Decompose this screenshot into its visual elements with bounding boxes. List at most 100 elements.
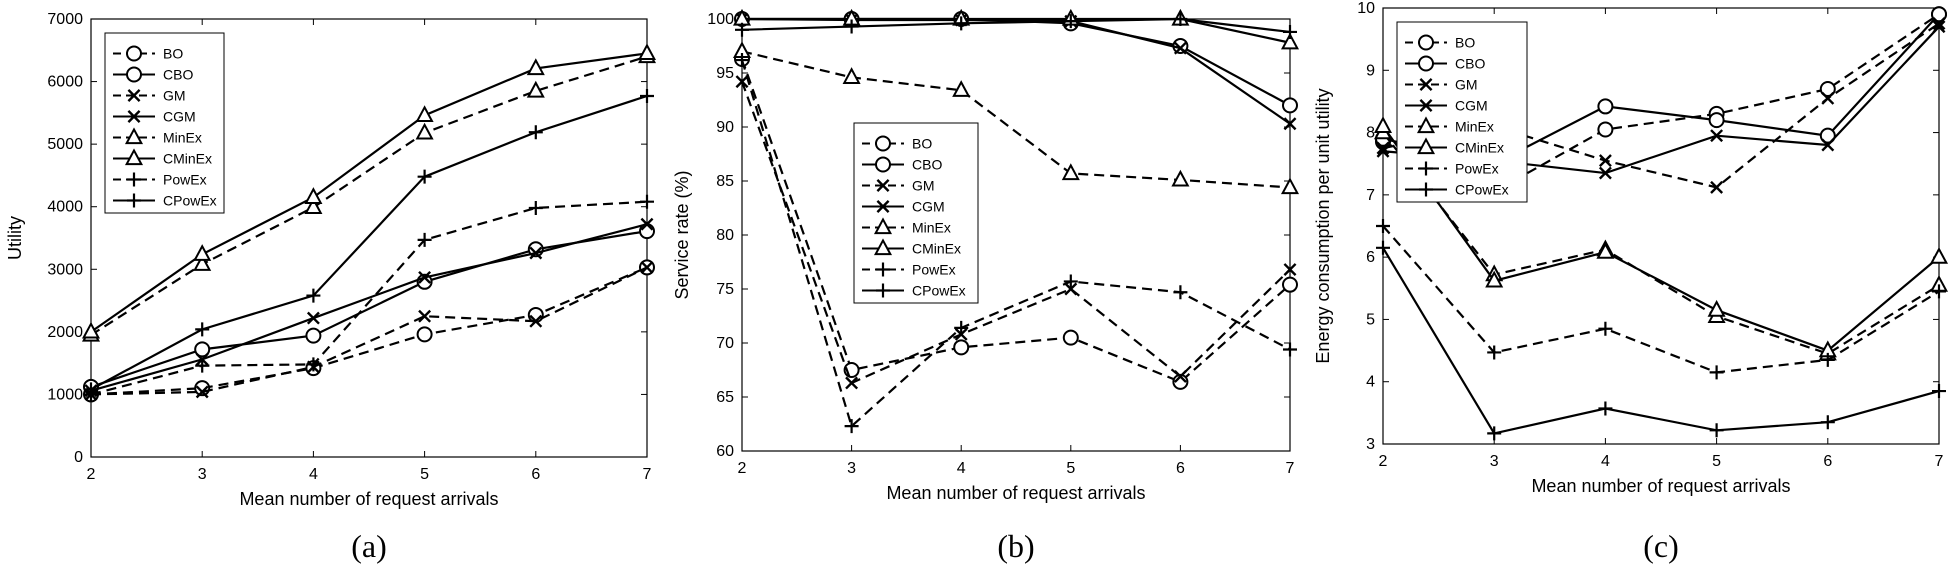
- chart-2-legend-swatch-marker: [873, 217, 893, 235]
- chart-1-series-CBO-line: [90, 230, 648, 388]
- chart-2-y-tick-label: 95: [716, 65, 734, 82]
- chart-3-series-CPowEx: [1376, 240, 1946, 441]
- chart-1-legend-swatch-marker: [127, 110, 141, 123]
- chart-3-y-tick-label: 3: [1366, 436, 1375, 453]
- chart-3-series-CMinEx-point: [1929, 246, 1949, 264]
- chart-2-series-BO-point: [953, 339, 970, 356]
- chart-2-series-CPowEx-point: [1283, 24, 1297, 39]
- chart-2-series-GM: [735, 75, 1297, 390]
- chart-1-x-axis-title: Mean number of request arrivals: [239, 489, 498, 509]
- chart-3-series-CGM-point: [1376, 144, 1390, 158]
- chart-2-series-MinEx: [732, 41, 1300, 195]
- chart-2-legend-swatch-marker: [876, 283, 890, 298]
- chart-3-panel-label: (c): [1643, 528, 1679, 564]
- chart-1-series-CMinEx-point: [193, 244, 212, 261]
- chart-3-legend-entry: CPowEx: [1455, 182, 1509, 198]
- chart-1-series-CMinEx-point: [637, 43, 657, 61]
- chart-3-series-GM-point: [1598, 154, 1612, 168]
- chart-2-legend-entry: CMinEx: [912, 241, 961, 257]
- chart-2-legend-entry: CBO: [912, 157, 942, 173]
- chart-2-plot-frame: [741, 18, 1291, 452]
- chart-2-legend-entry: BO: [912, 136, 932, 152]
- chart-2-y-tick-label: 80: [716, 227, 734, 244]
- chart-1-legend-swatch-marker: [127, 172, 141, 187]
- chart-2-series-PowEx-point: [735, 53, 749, 68]
- chart-3-series-CMinEx-point: [1373, 116, 1393, 133]
- chart-2-series-BO: [734, 50, 1298, 390]
- chart-3-series-GM-point: [1932, 17, 1946, 31]
- chart-2-series-MinEx-line: [741, 50, 1291, 189]
- chart-3-legend-entry: GM: [1455, 77, 1478, 93]
- chart-1-series-PowEx-point: [528, 200, 543, 215]
- chart-2-series-CPowEx-point: [1173, 12, 1188, 26]
- chart-1-series-CPowEx-point: [417, 169, 432, 184]
- chart-2-series-MinEx-point: [1171, 169, 1190, 187]
- chart-3-series-CBO-point: [1819, 127, 1836, 144]
- chart-3-legend-swatch-marker: [1418, 34, 1434, 51]
- chart-3-series-CBO-point: [1708, 112, 1725, 129]
- chart-2-x-tick-label: 5: [1066, 460, 1075, 477]
- chart-1-series-GM-point: [195, 385, 209, 399]
- chart-2-series-PowEx-point: [1283, 342, 1297, 357]
- chart-3-series-CPowEx-line: [1382, 247, 1940, 435]
- chart-2-series-PowEx-point: [1173, 285, 1188, 300]
- chart-3-x-axis-title: Mean number of request arrivals: [1531, 476, 1790, 496]
- chart-2-series-MinEx-point: [952, 80, 971, 97]
- chart-2-y-tick-label: 100: [707, 11, 734, 28]
- chart-2-series-CPowEx-point: [844, 19, 859, 34]
- chart-3-series-CPowEx-point: [1487, 426, 1502, 441]
- chart-2-x-tick-label: 6: [1176, 460, 1185, 477]
- chart-3-legend-swatch-marker: [1419, 182, 1433, 197]
- chart-2-legend-entry: PowEx: [912, 262, 956, 278]
- chart-3-series-CMinEx-point: [1485, 270, 1504, 288]
- chart-2-legend-entry: CPowEx: [912, 283, 966, 299]
- chart-3-series-PowEx-point: [1932, 284, 1946, 299]
- chart-1-legend-entry: MinEx: [163, 130, 202, 146]
- chart-3-y-tick-label: 10: [1357, 0, 1375, 17]
- chart-1-series-CPowEx-point: [84, 382, 98, 397]
- chart-1-y-axis-title: Utility: [5, 216, 25, 260]
- chart-1-series-CGM-point: [640, 217, 654, 231]
- chart-2-series-CBO-point: [1282, 97, 1298, 114]
- chart-3-legend-entry: BO: [1455, 35, 1475, 51]
- chart-3-series-PowEx-point: [1376, 219, 1390, 233]
- chart-2-legend-entry: MinEx: [912, 220, 951, 236]
- chart-3-series-CPowEx-point: [1820, 415, 1835, 430]
- chart-1-legend-box: [104, 32, 225, 214]
- chart-1-series-CMinEx-point: [415, 105, 434, 122]
- chart-2-series-GM-point: [1064, 282, 1078, 296]
- chart-2-series-GM-point: [845, 376, 859, 390]
- chart-1-series-CBO-point: [305, 327, 322, 344]
- chart-1-series-CPowEx-point: [195, 322, 210, 337]
- chart-1-series-BO-point: [416, 326, 433, 343]
- chart-3-x-tick-label: 7: [1935, 453, 1944, 470]
- chart-1-series-CPowEx-point: [528, 125, 543, 140]
- chart-1-legend-entry: CBO: [163, 67, 193, 83]
- chart-1-series-CMinEx: [81, 43, 657, 339]
- chart-2-legend-swatch-marker: [873, 238, 893, 256]
- chart-2-legend-swatch-marker: [875, 135, 891, 152]
- chart-3-legend-swatch-marker: [1419, 99, 1433, 112]
- chart-3-series-CMinEx-point: [1596, 241, 1615, 259]
- chart-1-series-PowEx-line: [90, 200, 648, 396]
- chart-1: 2 3 4 5 6 7 0 1000 2000 3000 4000 5000 6000 7000 Mean …: [5, 11, 657, 564]
- chart-2-series-BO-point: [1062, 329, 1079, 346]
- chart-2-series-CPowEx-point: [954, 16, 969, 31]
- chart-2-series-GM-point: [735, 75, 749, 89]
- chart-1-series-CPowEx: [84, 88, 654, 397]
- chart-2-series-PowEx: [735, 53, 1297, 434]
- chart-3-series-PowEx: [1376, 219, 1946, 380]
- chart-1-series-GM-point: [418, 309, 432, 323]
- chart-3-legend-entry: MinEx: [1455, 119, 1494, 135]
- chart-3-series-CPowEx-point: [1598, 401, 1613, 416]
- chart-2-series-PowEx-point: [844, 419, 859, 434]
- chart-1-legend-entry: CGM: [163, 109, 196, 125]
- chart-3-series-CPowEx-point: [1376, 240, 1390, 255]
- chart-2-series-CGM-point: [1173, 41, 1187, 55]
- chart-2-series-BO-line: [740, 58, 1291, 384]
- chart-1-series-PowEx-point: [417, 232, 432, 247]
- chart-1-legend: BO CBO GM CGM MinEx CMinEx PowEx CPowEx: [104, 32, 225, 214]
- chart-3-legend-swatch-marker: [1419, 78, 1433, 91]
- chart-1-legend-swatch-marker: [126, 45, 142, 62]
